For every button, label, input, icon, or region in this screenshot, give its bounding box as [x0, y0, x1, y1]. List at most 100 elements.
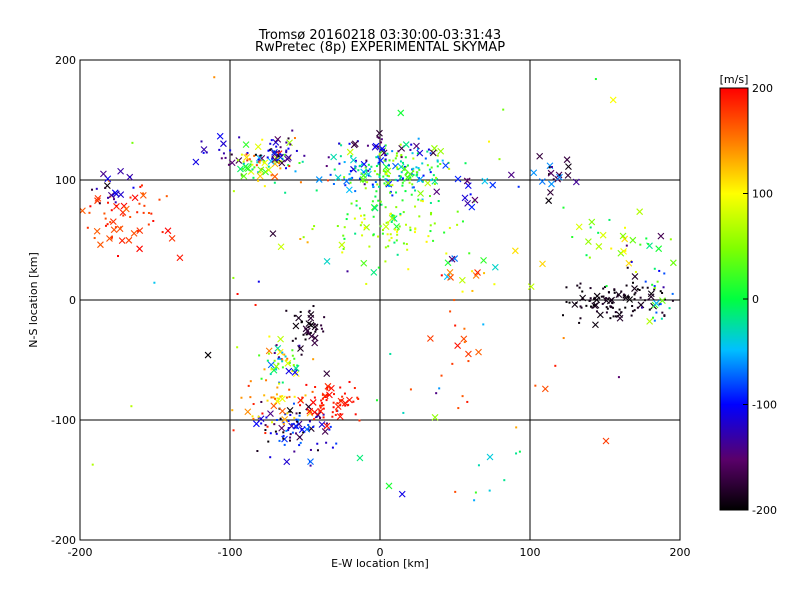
- point-dot: [395, 206, 398, 209]
- point-dot: [396, 168, 399, 171]
- point-dot: [589, 299, 592, 302]
- point-x-marker: [350, 156, 357, 164]
- point-dot: [399, 214, 402, 217]
- point-dot: [425, 240, 428, 243]
- point-dot: [304, 394, 307, 397]
- point-dot: [275, 432, 278, 435]
- point-dot: [578, 286, 581, 289]
- point-dot: [320, 402, 323, 405]
- point-dot: [275, 157, 278, 160]
- colorbar: [m/s] -200 -100 0 100 200: [719, 73, 777, 517]
- point-x-marker: [480, 256, 487, 264]
- point-dot: [342, 234, 345, 237]
- point-dot: [409, 148, 412, 151]
- point-x-marker: [328, 384, 335, 392]
- point-dot: [595, 310, 598, 313]
- point-dot: [285, 359, 288, 362]
- point-dot: [278, 382, 281, 385]
- point-dot: [609, 305, 612, 308]
- point-dot: [328, 428, 331, 431]
- point-x-marker: [334, 403, 342, 410]
- point-dot: [325, 422, 328, 425]
- point-dot: [365, 159, 368, 162]
- point-dot: [129, 215, 132, 218]
- point-dot: [305, 383, 308, 386]
- point-dot: [396, 253, 399, 256]
- point-dot: [338, 162, 341, 165]
- point-dot: [343, 226, 346, 229]
- point-dot: [381, 149, 384, 152]
- point-x-marker: [431, 414, 439, 421]
- point-x-marker: [272, 139, 280, 146]
- point-x-marker: [536, 152, 544, 160]
- point-dot: [218, 148, 221, 151]
- point-dot: [322, 413, 325, 416]
- point-dot: [631, 305, 634, 308]
- point-dot: [299, 238, 302, 241]
- point-x-marker: [390, 215, 398, 222]
- point-dot: [448, 167, 451, 170]
- point-dot: [227, 163, 230, 166]
- point-x-marker: [100, 170, 107, 178]
- point-dot: [415, 166, 418, 169]
- point-dot: [594, 78, 597, 81]
- x-axis-label: E-W location [km]: [331, 557, 429, 570]
- point-dot: [292, 364, 295, 367]
- point-dot: [86, 226, 89, 229]
- point-dot: [323, 316, 326, 319]
- point-dot: [601, 302, 604, 305]
- point-dot: [605, 311, 608, 314]
- point-x-marker: [631, 285, 638, 292]
- point-dot: [576, 284, 579, 287]
- point-dot: [399, 177, 402, 180]
- point-dot: [269, 142, 272, 145]
- point-x-marker: [318, 421, 326, 428]
- point-dot: [378, 175, 381, 178]
- point-dot: [335, 409, 338, 412]
- point-dot: [371, 183, 374, 186]
- point-dot: [589, 226, 592, 229]
- point-x-marker: [168, 235, 176, 242]
- point-dot: [306, 332, 309, 335]
- point-dot: [651, 283, 654, 286]
- point-dot: [266, 399, 269, 402]
- point-dot: [370, 165, 373, 168]
- point-dot: [284, 355, 287, 358]
- point-dot: [399, 175, 402, 178]
- point-x-marker: [592, 321, 599, 329]
- point-dot: [319, 406, 322, 409]
- point-dot: [329, 425, 332, 428]
- point-dot: [293, 416, 296, 419]
- point-dot: [263, 368, 266, 371]
- point-x-marker: [274, 135, 282, 143]
- point-dot: [625, 284, 628, 287]
- point-dot: [652, 316, 655, 319]
- point-dot: [616, 294, 619, 297]
- point-x-marker: [93, 227, 101, 235]
- point-dot: [671, 299, 674, 302]
- point-x-marker: [507, 171, 515, 179]
- point-dot: [382, 175, 385, 178]
- point-x-marker: [334, 174, 342, 182]
- point-dot: [343, 237, 346, 240]
- point-dot: [386, 184, 389, 187]
- point-dot: [429, 213, 432, 216]
- point-dot: [255, 164, 258, 167]
- point-dot: [287, 137, 290, 140]
- point-dot: [248, 158, 251, 161]
- point-dot: [259, 171, 262, 174]
- point-dot: [339, 413, 342, 416]
- x-tick-label: 200: [670, 546, 691, 559]
- point-dot: [378, 185, 381, 188]
- point-dot: [342, 247, 345, 250]
- point-dot: [457, 407, 460, 410]
- point-dot: [309, 464, 312, 467]
- point-dot: [364, 187, 367, 190]
- point-x-marker: [351, 140, 359, 148]
- point-dot: [130, 405, 133, 408]
- point-dot: [418, 215, 421, 218]
- point-dot: [664, 298, 667, 301]
- point-dot: [315, 189, 318, 192]
- point-dot: [401, 161, 404, 164]
